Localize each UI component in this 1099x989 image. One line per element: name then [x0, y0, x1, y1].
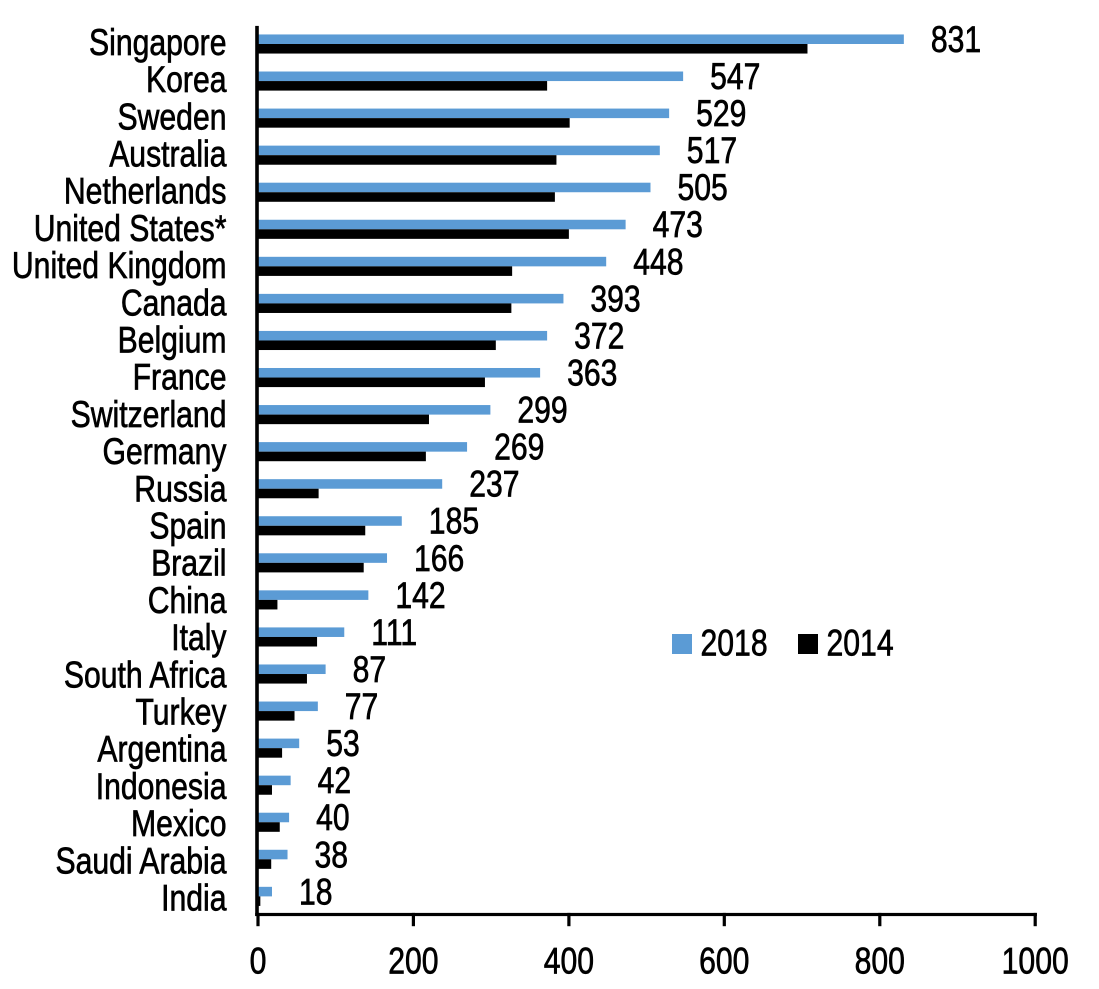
svg-text:185: 185 [429, 501, 479, 542]
svg-text:299: 299 [517, 390, 567, 431]
svg-text:18: 18 [299, 871, 333, 912]
svg-text:Netherlands: Netherlands [64, 171, 227, 212]
svg-text:Russia: Russia [134, 468, 227, 509]
svg-text:0: 0 [250, 941, 267, 982]
svg-text:Switzerland: Switzerland [71, 394, 227, 435]
svg-text:142: 142 [395, 575, 445, 616]
svg-text:Turkey: Turkey [136, 692, 227, 733]
svg-text:53: 53 [326, 723, 360, 764]
svg-text:363: 363 [567, 353, 617, 394]
svg-text:Mexico: Mexico [131, 803, 227, 844]
svg-text:Brazil: Brazil [151, 543, 226, 584]
svg-text:77: 77 [345, 686, 379, 727]
svg-text:Sweden: Sweden [118, 96, 227, 137]
svg-text:United States*: United States* [34, 208, 227, 249]
svg-text:Australia: Australia [109, 134, 227, 175]
svg-text:517: 517 [687, 130, 737, 171]
svg-text:Germany: Germany [103, 431, 227, 472]
svg-text:269: 269 [494, 427, 544, 468]
svg-text:Saudi Arabia: Saudi Arabia [56, 840, 227, 881]
svg-text:Spain: Spain [149, 506, 226, 547]
svg-text:473: 473 [653, 204, 703, 245]
svg-text:200: 200 [388, 941, 438, 982]
svg-text:40: 40 [316, 797, 350, 838]
svg-text:831: 831 [931, 19, 981, 60]
svg-text:87: 87 [353, 649, 387, 690]
svg-text:529: 529 [696, 93, 746, 134]
svg-text:Singapore: Singapore [89, 22, 227, 63]
svg-text:China: China [148, 580, 227, 621]
svg-text:United Kingdom: United Kingdom [12, 245, 227, 286]
svg-text:505: 505 [678, 167, 728, 208]
svg-text:38: 38 [315, 834, 349, 875]
svg-text:800: 800 [855, 941, 905, 982]
svg-text:237: 237 [469, 464, 519, 505]
svg-text:547: 547 [710, 56, 760, 97]
svg-text:400: 400 [544, 941, 594, 982]
svg-text:Belgium: Belgium [118, 320, 227, 361]
svg-text:166: 166 [414, 538, 464, 579]
svg-text:600: 600 [699, 941, 749, 982]
svg-text:South Africa: South Africa [64, 654, 227, 695]
svg-text:Argentina: Argentina [97, 729, 226, 770]
svg-text:1000: 1000 [1002, 941, 1069, 982]
svg-text:111: 111 [371, 612, 417, 653]
svg-text:India: India [161, 878, 227, 919]
svg-text:2014: 2014 [827, 623, 894, 664]
svg-text:393: 393 [590, 278, 640, 319]
svg-text:42: 42 [318, 760, 352, 801]
svg-text:448: 448 [633, 241, 683, 282]
svg-text:Korea: Korea [146, 59, 227, 100]
svg-text:372: 372 [574, 315, 624, 356]
svg-text:Canada: Canada [121, 282, 227, 323]
svg-text:Italy: Italy [171, 617, 227, 658]
svg-text:France: France [133, 357, 227, 398]
svg-text:2018: 2018 [701, 623, 768, 664]
svg-text:Indonesia: Indonesia [96, 766, 227, 807]
